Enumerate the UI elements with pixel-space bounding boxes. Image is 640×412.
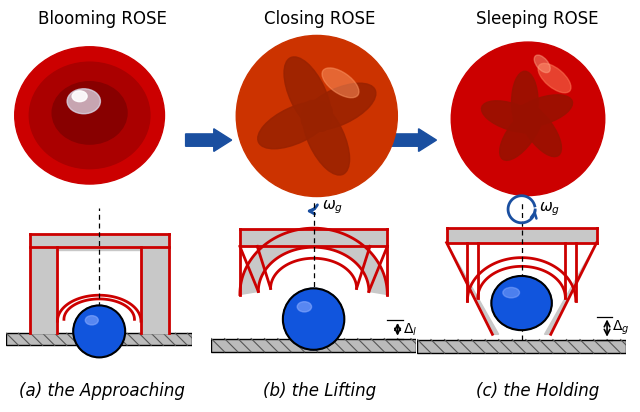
Ellipse shape <box>513 95 573 126</box>
Ellipse shape <box>503 288 520 298</box>
Ellipse shape <box>492 276 552 330</box>
Text: $\omega_g$: $\omega_g$ <box>322 199 343 216</box>
Text: (b) the Lifting: (b) the Lifting <box>264 382 376 400</box>
Text: $\Delta_l$: $\Delta_l$ <box>403 321 417 337</box>
Text: Sleeping ROSE: Sleeping ROSE <box>476 10 599 28</box>
Ellipse shape <box>52 82 127 144</box>
Bar <box>211 339 416 352</box>
Ellipse shape <box>451 42 605 196</box>
Ellipse shape <box>15 47 164 184</box>
Polygon shape <box>240 228 387 295</box>
Text: Blooming ROSE: Blooming ROSE <box>38 10 167 28</box>
Ellipse shape <box>73 305 125 357</box>
Bar <box>6 333 192 345</box>
Ellipse shape <box>284 57 331 131</box>
Ellipse shape <box>534 55 550 73</box>
Ellipse shape <box>72 91 87 102</box>
Ellipse shape <box>519 104 561 157</box>
Text: $\omega_g$: $\omega_g$ <box>540 201 561 218</box>
Text: (c) the Holding: (c) the Holding <box>476 382 599 400</box>
FancyArrow shape <box>186 129 232 152</box>
Ellipse shape <box>258 102 332 149</box>
Ellipse shape <box>538 63 571 93</box>
FancyArrow shape <box>390 129 436 152</box>
Polygon shape <box>29 234 58 333</box>
Polygon shape <box>240 229 387 246</box>
Ellipse shape <box>322 68 359 98</box>
Ellipse shape <box>283 288 344 350</box>
Polygon shape <box>447 243 499 334</box>
Polygon shape <box>545 243 596 334</box>
Ellipse shape <box>67 89 100 114</box>
Ellipse shape <box>301 83 376 130</box>
Ellipse shape <box>29 62 150 169</box>
Ellipse shape <box>236 35 397 197</box>
Ellipse shape <box>500 108 541 160</box>
Ellipse shape <box>297 302 312 312</box>
Bar <box>417 339 626 353</box>
Polygon shape <box>29 234 169 250</box>
Text: Closing ROSE: Closing ROSE <box>264 10 376 28</box>
Ellipse shape <box>303 101 349 175</box>
Polygon shape <box>447 228 596 243</box>
Ellipse shape <box>85 316 99 325</box>
Ellipse shape <box>481 101 541 132</box>
Ellipse shape <box>511 71 538 133</box>
Polygon shape <box>141 234 169 333</box>
Text: (a) the Approaching: (a) the Approaching <box>19 382 186 400</box>
Text: $\Delta_g$: $\Delta_g$ <box>612 319 630 337</box>
